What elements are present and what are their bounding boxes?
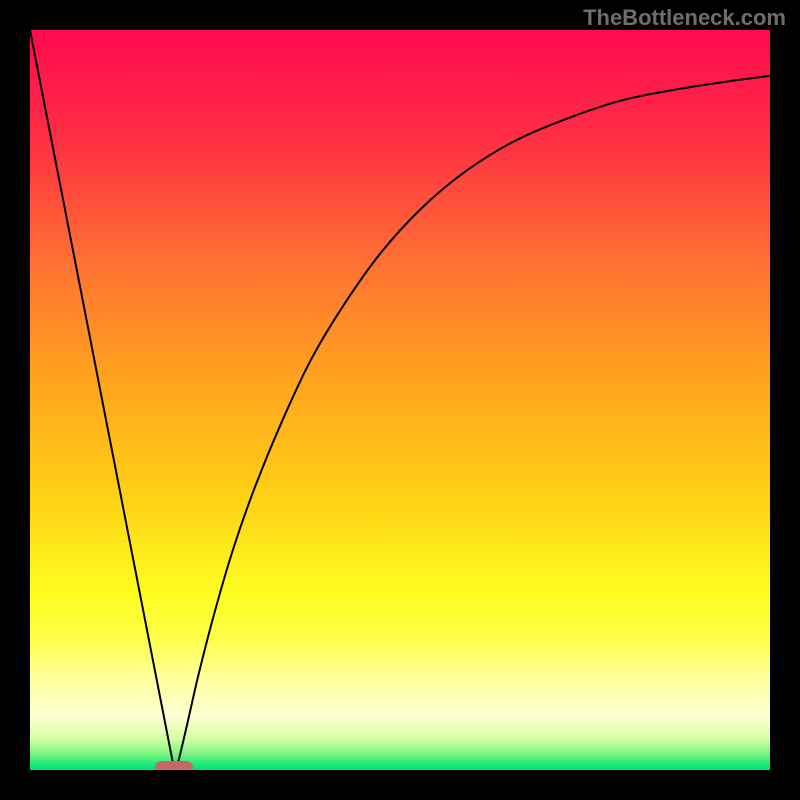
attribution-text: TheBottleneck.com <box>583 5 786 31</box>
chart-root: { "canvas": { "width": 800, "height": 80… <box>0 0 800 800</box>
bottleneck-curve-svg <box>30 30 770 770</box>
minimum-marker <box>155 761 193 770</box>
plot-area <box>30 30 770 770</box>
bottleneck-curve <box>30 30 770 770</box>
